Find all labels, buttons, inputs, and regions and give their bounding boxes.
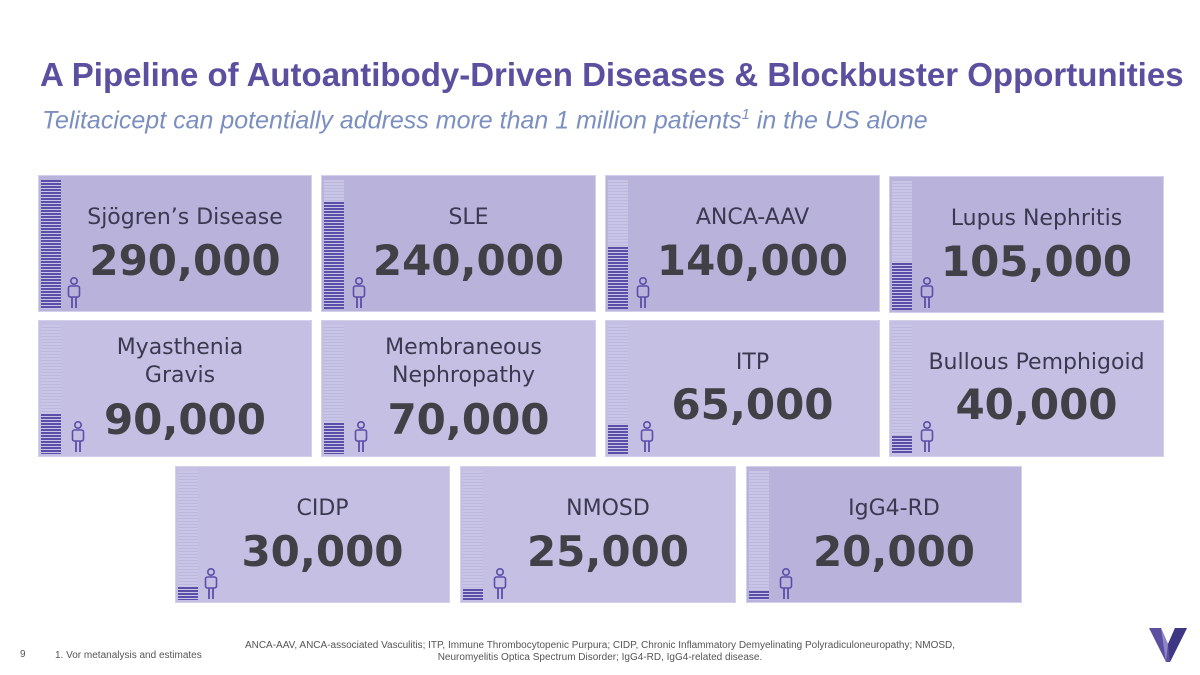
disease-name: ANCA-AAV	[695, 205, 810, 230]
page-number: 9	[20, 649, 26, 660]
page-title: A Pipeline of Autoantibody-Driven Diseas…	[40, 56, 1184, 93]
disease-card-myasthenia-gravis: Myasthenia Gravis 90,000	[38, 320, 312, 457]
disease-name: Lupus Nephritis	[950, 206, 1123, 231]
disease-name: CIDP	[296, 496, 349, 521]
disease-card-lupus-nephritis: Lupus Nephritis 105,000	[889, 176, 1164, 313]
patient-count: 20,000	[812, 527, 976, 576]
disease-name: Sjögren’s Disease	[87, 205, 283, 230]
disease-card-nmosd: NMOSD 25,000	[460, 466, 736, 603]
page-subtitle: Telitacicept can potentially address mor…	[42, 106, 928, 135]
person-icon	[920, 277, 934, 308]
patient-scale-fill	[324, 422, 344, 454]
disease-name: ITP	[735, 350, 770, 375]
patient-scale-fill	[41, 180, 61, 309]
patient-count: 25,000	[526, 527, 690, 576]
patient-scale-fill	[463, 588, 483, 600]
patient-scale-bar	[892, 325, 912, 454]
person-icon	[640, 421, 654, 452]
patient-scale-bar	[749, 471, 769, 600]
disease-card-sjogrens: Sjögren’s Disease 290,000	[38, 175, 312, 312]
person-icon	[352, 277, 366, 308]
patient-scale-fill	[892, 263, 912, 310]
patient-count: 30,000	[241, 527, 404, 576]
disease-card-cidp: CIDP 30,000	[175, 466, 450, 603]
patient-count: 240,000	[372, 236, 565, 285]
person-icon	[920, 421, 934, 452]
disease-name: IgG4-RD	[848, 496, 940, 521]
patient-scale-fill	[608, 425, 628, 454]
disease-card-membraneous-nephropathy: Membraneous Nephropathy 70,000	[321, 320, 596, 457]
disease-name: SLE	[448, 205, 489, 230]
disease-card-anca-aav: ANCA-AAV 140,000	[605, 175, 880, 312]
person-icon	[354, 421, 368, 452]
patient-count: 290,000	[89, 236, 281, 285]
disease-name: NMOSD	[566, 496, 650, 521]
patient-scale-fill	[324, 202, 344, 309]
disease-card-bullous-pemphigoid: Bullous Pemphigoid 40,000	[889, 320, 1164, 457]
person-icon	[67, 277, 81, 308]
patient-scale-bar	[178, 471, 198, 600]
person-icon	[71, 421, 85, 452]
disease-name: Myasthenia Gravis	[116, 335, 244, 388]
patient-count: 65,000	[671, 380, 834, 429]
disease-name: Bullous Pemphigoid	[928, 350, 1145, 375]
disease-name: Membraneous Nephropathy	[385, 335, 542, 388]
patient-scale-fill	[749, 591, 769, 600]
patient-count: 40,000	[955, 380, 1118, 429]
patient-scale-bar	[41, 180, 61, 309]
patient-scale-bar	[463, 471, 483, 600]
patient-count: 140,000	[656, 236, 849, 285]
person-icon	[779, 568, 793, 599]
patient-scale-bar	[608, 325, 628, 454]
patient-count: 90,000	[103, 395, 267, 444]
patient-scale-fill	[178, 586, 198, 600]
patient-scale-bar	[608, 180, 628, 309]
patient-scale-fill	[608, 246, 628, 309]
abbreviations-note: ANCA-AAV, ANCA-associated Vasculitis; IT…	[244, 640, 956, 663]
disease-card-itp: ITP 65,000	[605, 320, 880, 457]
patient-scale-bar	[324, 180, 344, 309]
disease-card-igg4-rd: IgG4-RD 20,000	[746, 466, 1022, 603]
patient-scale-fill	[892, 436, 912, 454]
disease-card-sle: SLE 240,000	[321, 175, 596, 312]
subtitle-footnote-marker: 1	[741, 106, 750, 123]
patient-count: 70,000	[387, 395, 550, 444]
footnote: 1. Vor metanalysis and estimates	[55, 650, 202, 661]
patient-scale-bar	[41, 325, 61, 454]
patient-scale-fill	[41, 413, 61, 454]
company-logo	[1149, 628, 1187, 662]
patient-scale-bar	[324, 325, 344, 454]
patient-count: 105,000	[940, 237, 1133, 286]
patient-scale-bar	[892, 181, 912, 310]
person-icon	[204, 568, 218, 599]
person-icon	[493, 568, 507, 599]
subtitle-text-end: in the US alone	[749, 106, 928, 135]
person-icon	[636, 277, 650, 308]
subtitle-text: Telitacicept can potentially address mor…	[42, 106, 742, 135]
